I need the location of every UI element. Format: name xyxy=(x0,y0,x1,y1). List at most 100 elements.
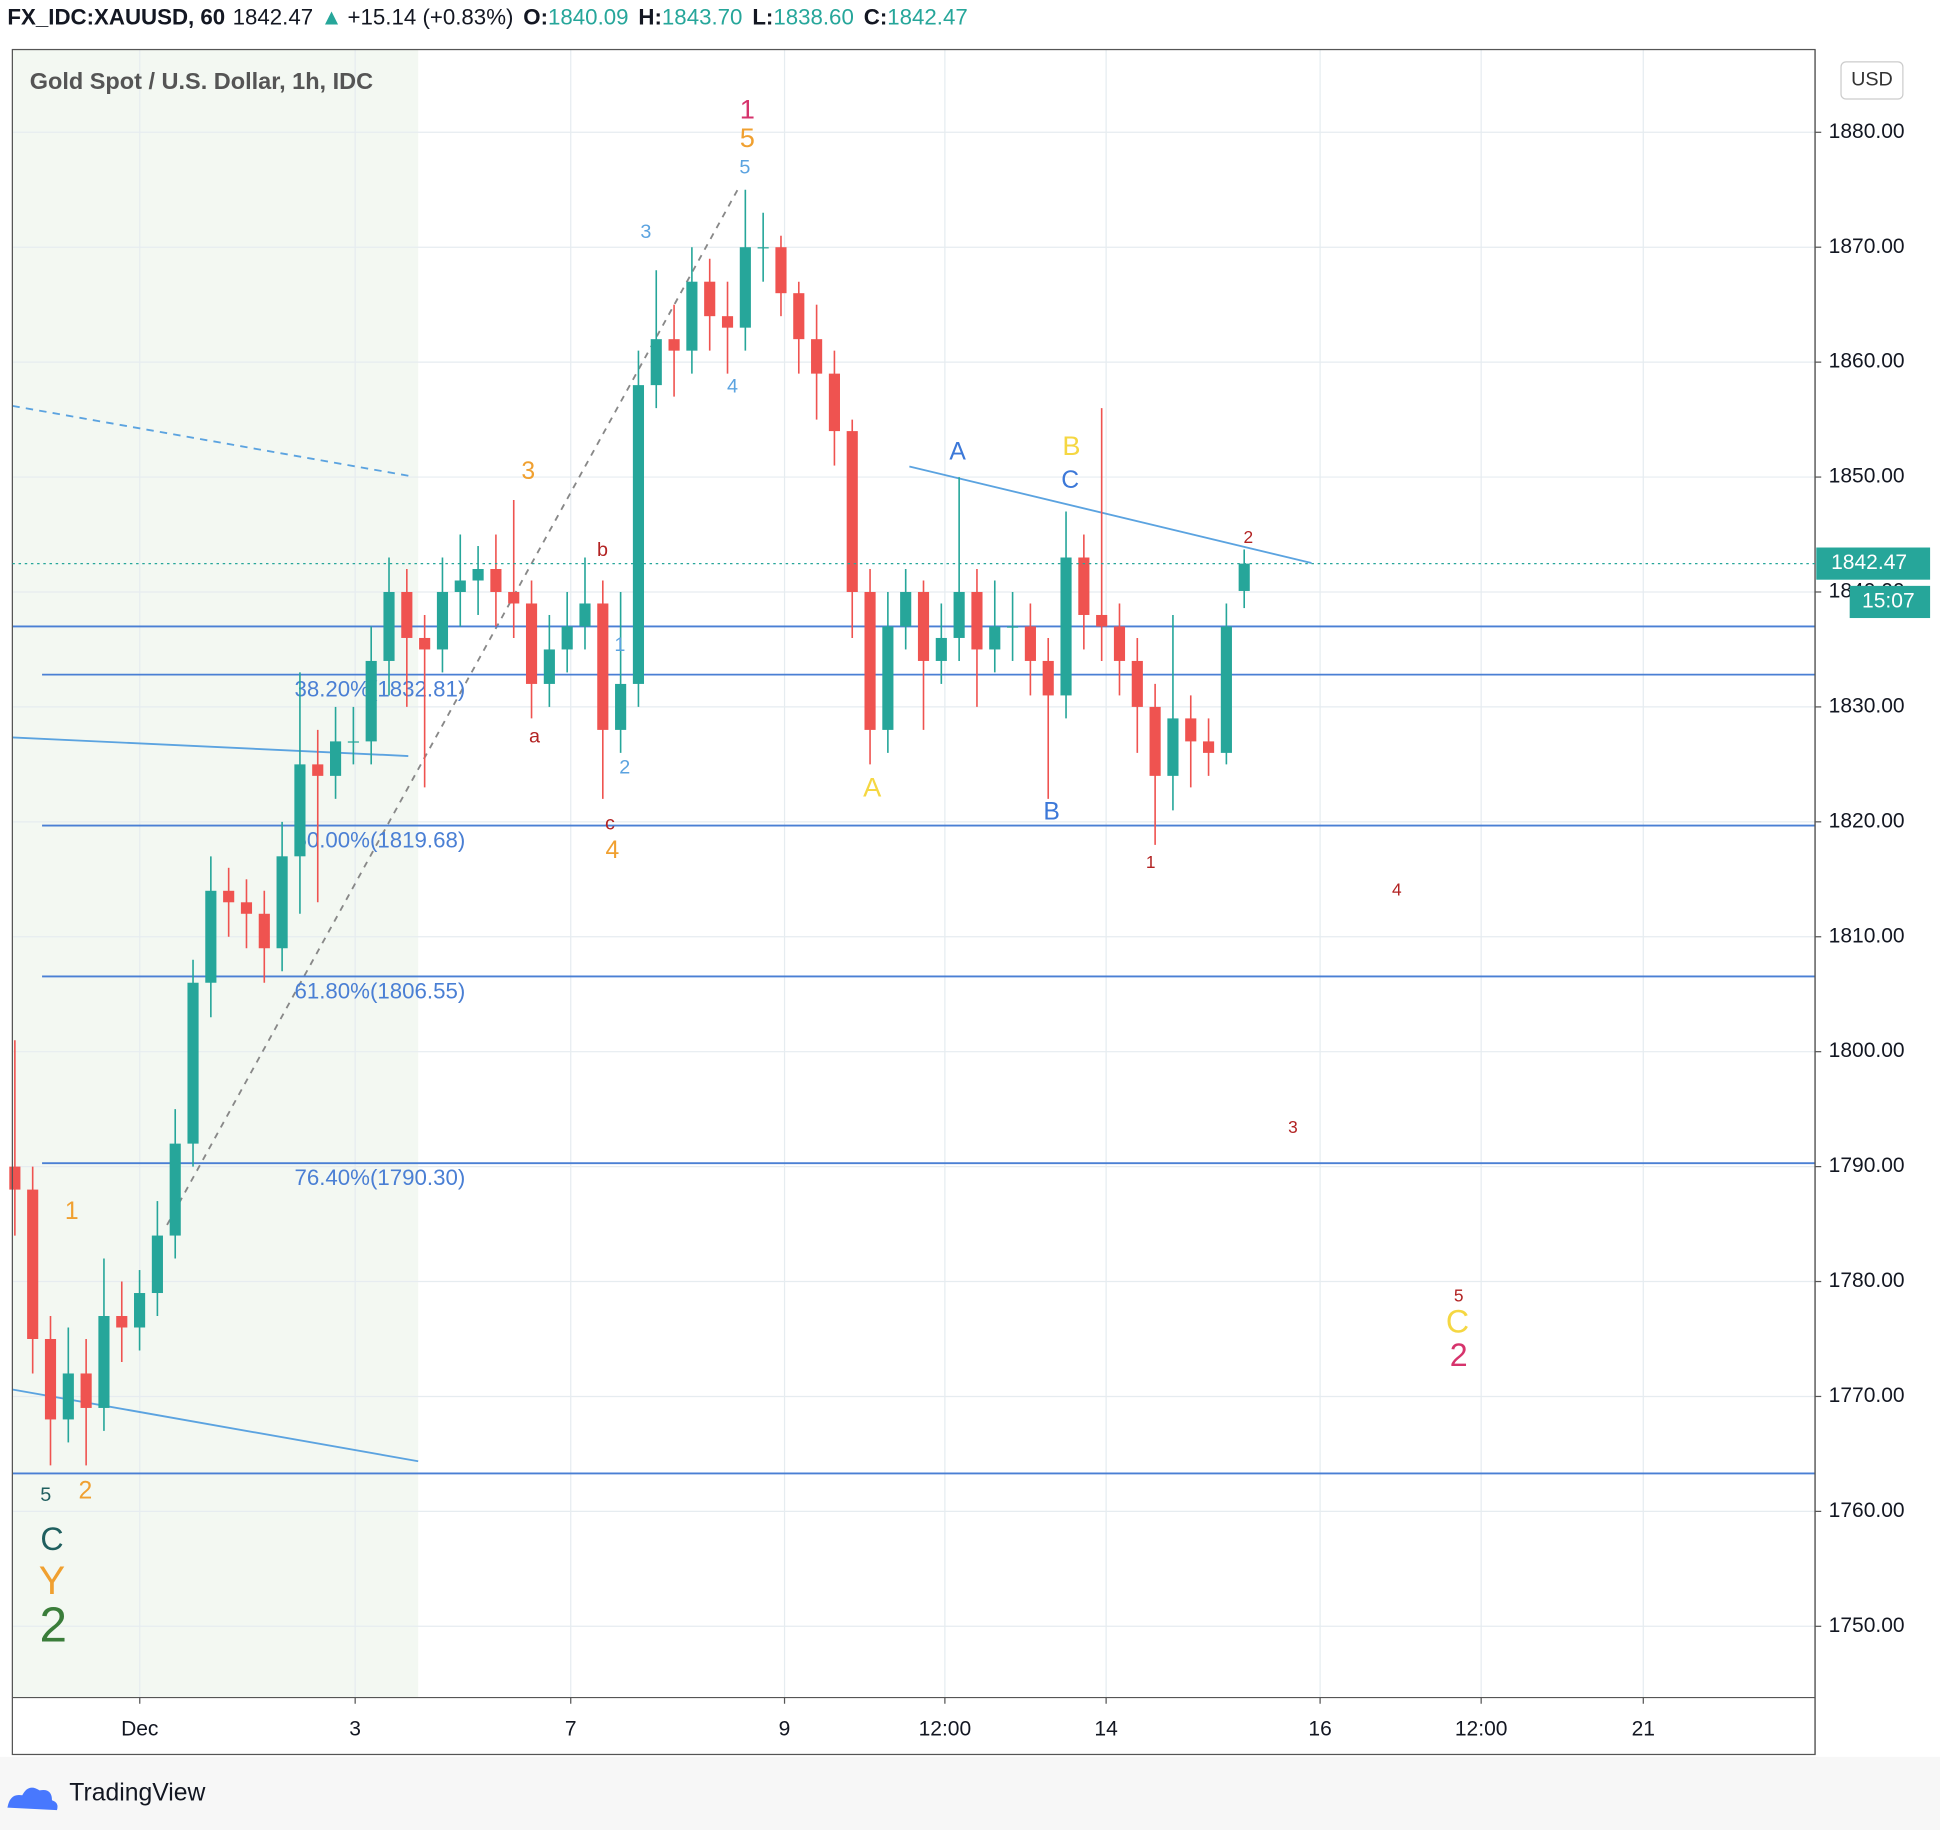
candle-body xyxy=(294,764,306,857)
wave-label: Y xyxy=(39,1559,65,1603)
grid xyxy=(12,49,1816,1698)
candle-body xyxy=(1096,614,1108,627)
candle-body xyxy=(917,591,930,661)
trend-line xyxy=(12,1388,419,1463)
wave-label: 2 xyxy=(1450,1337,1468,1373)
candle-body xyxy=(971,591,983,650)
y-tick-label: 1790.00 xyxy=(1829,1154,1905,1177)
wave-label: c xyxy=(605,812,615,834)
candle-body xyxy=(383,591,395,661)
candle-body xyxy=(329,741,342,776)
candle-body xyxy=(1149,706,1161,776)
candle-body xyxy=(205,890,217,983)
trend-line xyxy=(12,736,409,757)
y-tick-label: 1810.00 xyxy=(1829,924,1905,947)
candle-body xyxy=(1024,626,1036,661)
candle-body xyxy=(953,591,965,638)
x-tick-label: 21 xyxy=(1632,1717,1655,1740)
candle-body xyxy=(757,247,769,249)
candle-body xyxy=(312,764,324,776)
candle-body xyxy=(775,247,787,294)
wave-label: b xyxy=(597,539,608,561)
x-tick-label: 14 xyxy=(1094,1717,1118,1740)
y-tick-label: 1870.00 xyxy=(1829,235,1905,258)
open-label: O: xyxy=(523,5,548,30)
candle-body xyxy=(44,1338,57,1420)
y-tick-label: 1880.00 xyxy=(1829,120,1905,143)
wave-label: 2 xyxy=(619,757,630,779)
brand[interactable]: TradingView xyxy=(69,1780,205,1807)
candle-body xyxy=(276,856,288,949)
wave-label: A xyxy=(863,772,882,803)
wave-label: 5 xyxy=(740,122,755,153)
fib-label: 61.80%(1806.55) xyxy=(294,978,465,1003)
close-value: 1842.47 xyxy=(887,5,967,30)
fib-label: 50.00%(1819.68) xyxy=(294,827,465,852)
wave-label: 5 xyxy=(40,1484,51,1506)
y-tick-label: 1760.00 xyxy=(1829,1499,1905,1522)
candle-body xyxy=(1220,626,1232,753)
x-tick-label: 12:00 xyxy=(1455,1717,1508,1740)
price-tag-label: 1842.47 xyxy=(1831,551,1907,574)
candle-body xyxy=(62,1373,74,1420)
open-value: 1840.09 xyxy=(548,5,629,30)
candle-body xyxy=(80,1373,92,1408)
low-value: 1838.60 xyxy=(773,5,854,30)
candle-body xyxy=(846,431,858,592)
candle-body xyxy=(525,603,538,684)
candle-body xyxy=(1078,557,1090,615)
x-tick-label: 16 xyxy=(1308,1717,1331,1740)
candle-body xyxy=(935,637,947,661)
wave-label: 2 xyxy=(1244,527,1254,547)
candle-body xyxy=(401,591,413,638)
wave-label: 2 xyxy=(39,1597,67,1652)
x-tick-label: 9 xyxy=(779,1717,791,1740)
candle-body xyxy=(490,569,502,592)
wave-label: 5 xyxy=(739,157,750,179)
y-tick-label: 1850.00 xyxy=(1829,465,1905,488)
candle-body xyxy=(27,1189,39,1339)
candle-body xyxy=(900,591,912,627)
y-tick-label: 1780.00 xyxy=(1829,1269,1905,1292)
candle-body xyxy=(650,339,662,386)
close-label: C: xyxy=(864,5,888,30)
candle-body xyxy=(258,913,270,949)
candle-body xyxy=(240,902,253,914)
candle-body xyxy=(668,339,680,351)
axes: 1750.00 1760.00 1770.00 1780.00 1790.00 1800.… xyxy=(12,120,1931,1740)
y-tick-label: 1800.00 xyxy=(1829,1039,1905,1062)
candle-body xyxy=(721,316,734,328)
trend-line xyxy=(909,465,1312,564)
wave-label: 3 xyxy=(1288,1117,1298,1137)
candle-body xyxy=(116,1316,128,1328)
high-label: H: xyxy=(638,5,662,30)
candle-body xyxy=(632,385,645,684)
y-tick-label: 1770.00 xyxy=(1829,1384,1905,1407)
candle-body xyxy=(543,649,555,684)
candle-body xyxy=(989,626,1001,650)
wave-label: 1 xyxy=(740,94,755,125)
candle-body xyxy=(151,1235,163,1294)
candle-body xyxy=(1007,626,1019,628)
currency-button[interactable] xyxy=(1840,61,1904,100)
candle-body xyxy=(864,591,876,730)
brand-logo[interactable] xyxy=(7,1787,58,1811)
currency-label: USD xyxy=(1851,69,1893,91)
candle-body xyxy=(1113,626,1126,661)
last-price: 1842.47 xyxy=(233,5,314,30)
candle-body xyxy=(98,1316,110,1408)
candle-body xyxy=(1042,660,1054,696)
wave-label: B xyxy=(1043,798,1060,825)
candle-body xyxy=(472,569,484,581)
wave-label: C xyxy=(1446,1303,1469,1339)
fib-label: 76.40%(1790.30) xyxy=(294,1165,465,1190)
wave-label: 5 xyxy=(1454,1285,1464,1305)
candle-body xyxy=(597,603,609,730)
candle-body xyxy=(419,637,431,650)
candle-body xyxy=(739,247,751,328)
x-tick-label: 3 xyxy=(349,1717,361,1740)
wave-label: B xyxy=(1062,430,1080,461)
